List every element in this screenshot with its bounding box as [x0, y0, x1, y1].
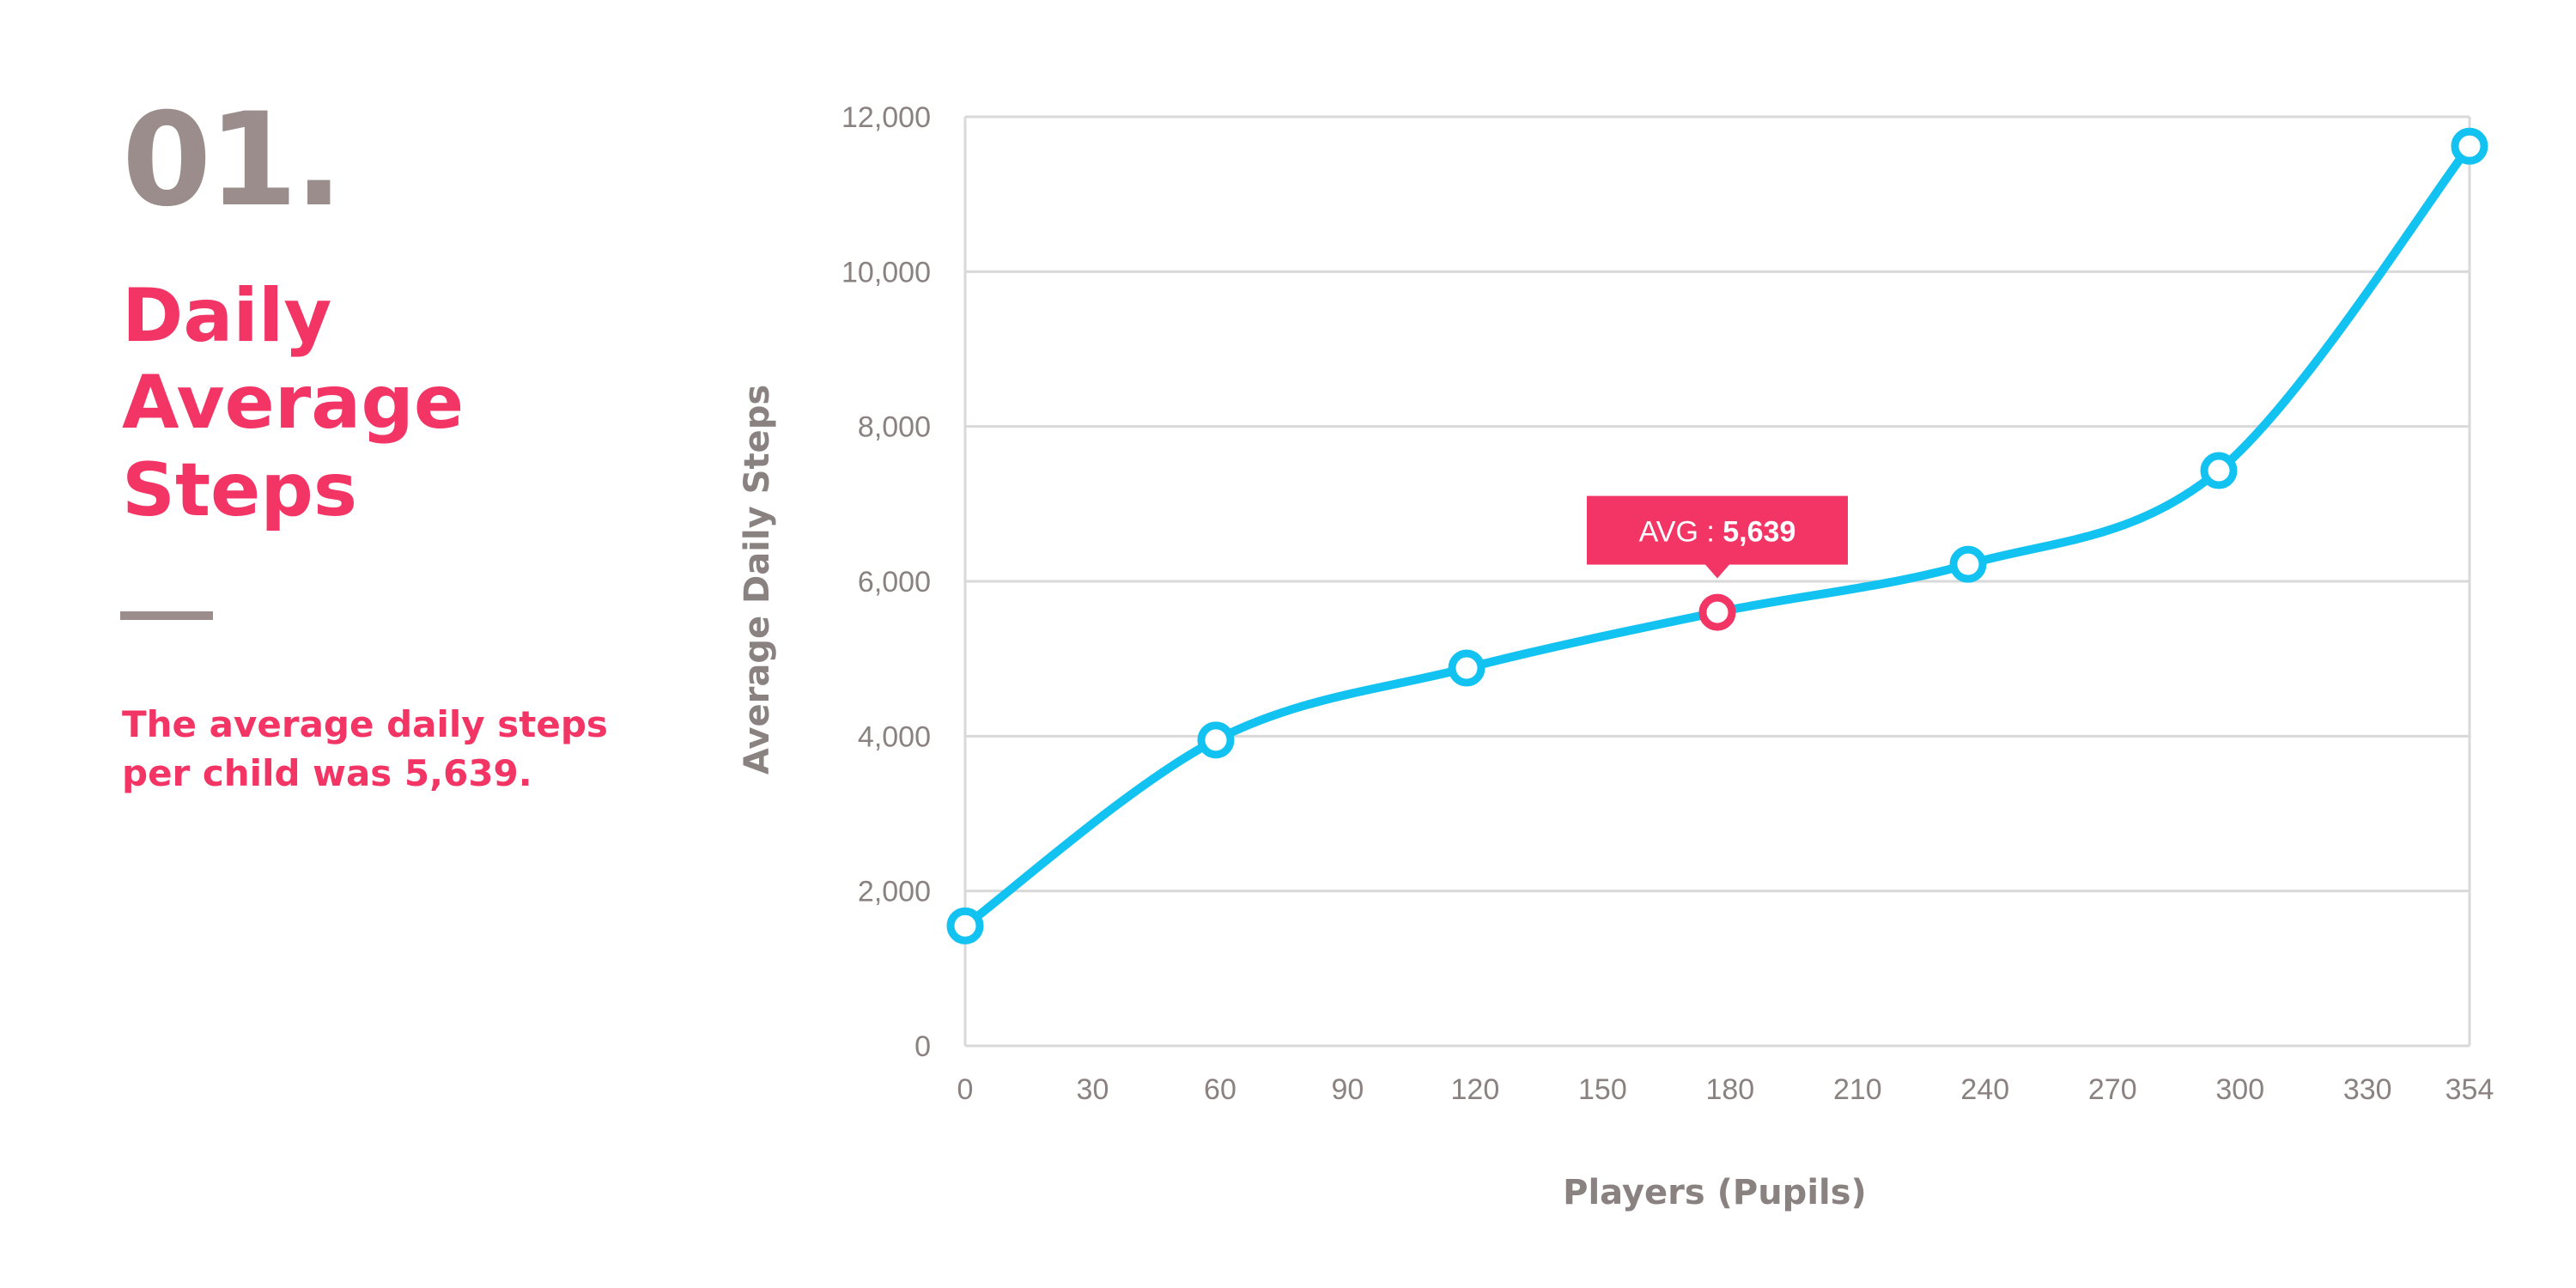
data-point: [1448, 649, 1485, 687]
title-line-3: Steps: [122, 447, 358, 533]
x-tick-label: 180: [1705, 1073, 1754, 1106]
title-line-1: Daily: [122, 273, 332, 359]
x-tick-label: 354: [2445, 1073, 2494, 1106]
y-tick-label: 4,000: [858, 720, 931, 753]
x-tick-label: 210: [1833, 1073, 1882, 1106]
x-tick-label: 240: [1960, 1073, 2009, 1106]
x-tick-label: 60: [1204, 1073, 1236, 1106]
x-tick-label: 90: [1332, 1073, 1364, 1106]
data-point: [2200, 452, 2238, 489]
avg-tooltip-label: AVG : 5,639: [1639, 516, 1796, 549]
grid-layer: [963, 115, 2471, 1048]
y-tick-label: 0: [914, 1030, 931, 1063]
avg-tooltip-prefix: AVG :: [1639, 516, 1723, 549]
x-tick-label: 330: [2343, 1073, 2392, 1106]
y-tick-label: 2,000: [858, 876, 931, 908]
section-number: 01.: [122, 86, 343, 235]
x-tick-label: 0: [957, 1073, 974, 1106]
x-tick-label: 30: [1077, 1073, 1109, 1106]
x-tick-label: 300: [2215, 1073, 2264, 1106]
x-axis-title: Players (Pupils): [1563, 1173, 1867, 1212]
point-layer: [946, 127, 2488, 945]
y-tick-label: 6,000: [858, 566, 931, 598]
description-line-1: The average daily steps: [122, 703, 608, 745]
axis-layer: 0 2,000 4,000 6,000 8,000 10,000 12,000 0 30 60 90…: [841, 101, 2494, 1106]
avg-tooltip-box: [1587, 495, 1848, 565]
data-point: [946, 907, 984, 945]
average-point: [1698, 593, 1736, 631]
avg-tooltip-pointer: [1705, 564, 1729, 579]
data-point: [1197, 721, 1235, 759]
description: The average daily steps per child was 5,…: [122, 701, 654, 798]
description-line-2: per child was 5,639.: [122, 751, 532, 794]
data-point: [1949, 545, 1987, 583]
y-tick-label: 12,000: [841, 101, 931, 134]
y-tick-label: 10,000: [841, 256, 931, 289]
y-axis-title: Average Daily Steps: [738, 385, 777, 775]
title-line-2: Average: [122, 360, 465, 447]
y-tick-label: 8,000: [858, 411, 931, 444]
avg-tooltip-value: 5,639: [1722, 516, 1795, 549]
page-title: Daily Average Steps: [122, 273, 568, 534]
x-tick-label: 150: [1578, 1073, 1627, 1106]
x-tick-label: 120: [1451, 1073, 1500, 1106]
x-tick-label: 270: [2088, 1073, 2137, 1106]
annotation-layer: AVG : 5,639: [1587, 495, 1848, 579]
divider: [120, 611, 213, 620]
data-point: [2451, 127, 2488, 165]
